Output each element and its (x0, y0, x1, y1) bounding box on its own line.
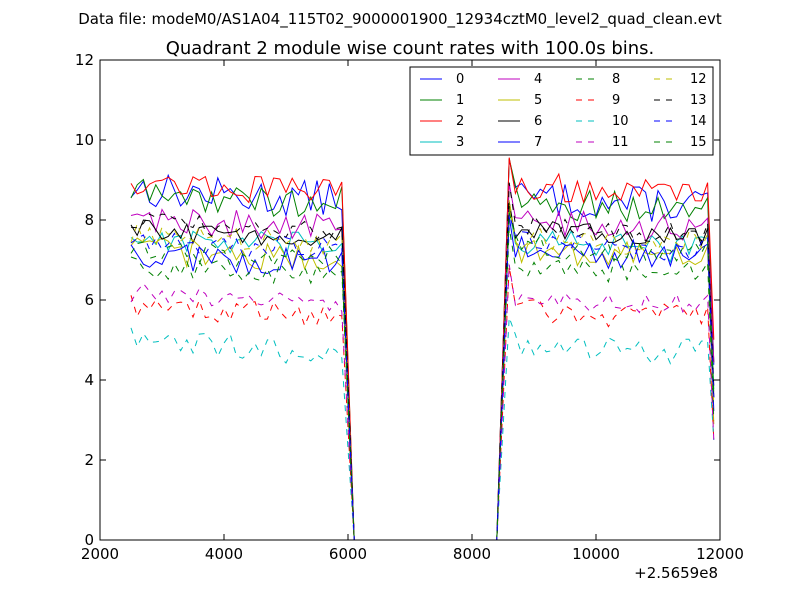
series-line-0 (130, 159, 715, 541)
legend-label-2: 2 (456, 114, 464, 129)
legend-label-5: 5 (534, 93, 542, 108)
legend-label-6: 6 (534, 114, 542, 129)
legend-label-0: 0 (456, 72, 464, 87)
legend-label-13: 13 (690, 93, 707, 108)
legend-label-7: 7 (534, 135, 542, 150)
x-axis-offset-label: +2.5659e8 (634, 564, 718, 582)
legend-label-9: 9 (612, 93, 620, 108)
y-tick-label: 6 (84, 291, 94, 309)
series-line-15 (130, 212, 715, 541)
series-line-10 (130, 317, 715, 541)
x-tick-label: 10000 (572, 545, 620, 563)
series-line-7 (130, 216, 715, 541)
x-tick-label: 4000 (205, 545, 243, 563)
series-line-9 (130, 266, 715, 541)
series-line-5 (130, 206, 715, 541)
legend-label-15: 15 (690, 135, 707, 150)
x-tick-label: 2000 (81, 545, 119, 563)
x-tick-label: 6000 (329, 545, 367, 563)
series-line-8 (130, 227, 715, 541)
x-tick-label: 12000 (696, 545, 744, 563)
y-tick-label: 12 (75, 51, 94, 69)
plot-lines (130, 157, 715, 541)
legend-label-3: 3 (456, 135, 464, 150)
legend-label-10: 10 (612, 114, 629, 129)
legend-frame (409, 66, 714, 156)
y-tick-label: 8 (84, 211, 94, 229)
y-tick-label: 10 (75, 131, 94, 149)
y-tick-label: 2 (84, 451, 94, 469)
x-axis: 2000 4000 6000 8000 10000 12000 (81, 60, 744, 563)
series-line-4 (130, 183, 715, 541)
legend-label-8: 8 (612, 72, 620, 87)
series-line-14 (130, 213, 715, 541)
series-line-6 (130, 201, 715, 541)
series-line-11 (130, 264, 715, 541)
legend-label-12: 12 (690, 72, 707, 87)
series-line-12 (130, 199, 715, 541)
legend-label-14: 14 (690, 114, 707, 129)
series-line-13 (130, 182, 715, 541)
legend-label-4: 4 (534, 72, 542, 87)
y-tick-label: 0 (84, 531, 94, 549)
y-tick-label: 4 (84, 371, 94, 389)
legend-label-1: 1 (456, 93, 464, 108)
legend-label-11: 11 (612, 135, 629, 150)
data-file-supertitle: Data file: modeM0/AS1A04_115T02_90000019… (78, 10, 722, 29)
chart-title: Quadrant 2 module wise count rates with … (166, 38, 655, 59)
x-tick-label: 8000 (453, 545, 491, 563)
